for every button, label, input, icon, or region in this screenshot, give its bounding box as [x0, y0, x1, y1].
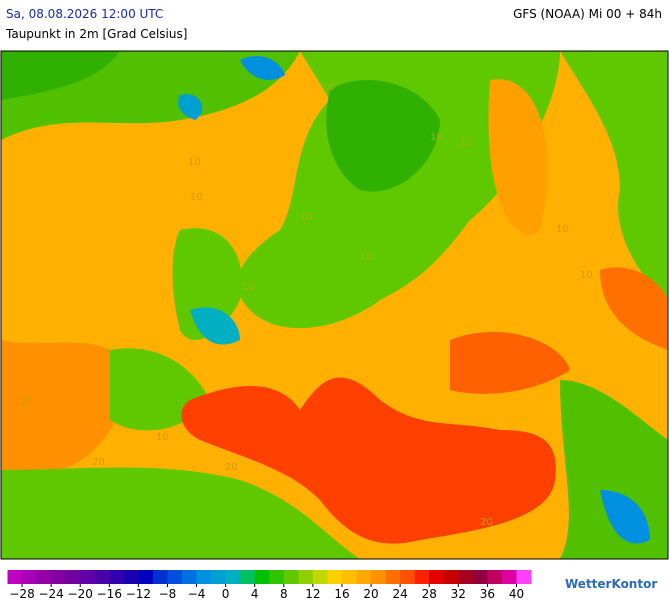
legend-swatch: [22, 570, 38, 584]
legend-tick-label: −24: [38, 587, 63, 600]
legend-swatch: [298, 570, 314, 584]
contour-label: 10: [300, 212, 313, 223]
legend-swatch: [167, 570, 183, 584]
legend-tick-label: 8: [280, 587, 288, 600]
legend-tick-label: 40: [509, 587, 524, 600]
legend-swatch: [123, 570, 139, 584]
legend-tick-label: −12: [126, 587, 151, 600]
contour-label: 10: [360, 252, 373, 263]
legend-swatch: [327, 570, 343, 584]
valid-time: Sa, 08.08.2026 12:00 UTC: [6, 7, 163, 21]
legend-tick-label: 0: [222, 587, 230, 600]
legend-tick-label: 36: [480, 587, 495, 600]
legend-swatch: [80, 570, 96, 584]
contour-label: 10: [580, 270, 593, 281]
legend-swatch: [152, 570, 168, 584]
model-run: GFS (NOAA) Mi 00 + 84h: [513, 7, 662, 21]
legend-swatch: [240, 570, 256, 584]
contour-label: 10: [190, 192, 203, 203]
legend-swatch: [356, 570, 372, 584]
legend-swatch: [36, 570, 52, 584]
legend-swatch: [283, 570, 299, 584]
legend-swatch: [138, 570, 154, 584]
legend-swatch: [385, 570, 401, 584]
legend-tick-label: 32: [451, 587, 466, 600]
contour-label: 20: [225, 462, 238, 473]
legend-swatch: [51, 570, 67, 584]
contour-label: 10: [322, 82, 335, 93]
legend-swatch: [443, 570, 459, 584]
legend-swatch: [414, 570, 430, 584]
legend-swatch: [254, 570, 270, 584]
legend-swatch: [269, 570, 285, 584]
legend-swatch: [501, 570, 517, 584]
contour-label: 10: [556, 224, 569, 235]
legend-swatch: [182, 570, 198, 584]
legend: −28 −24 −20 −16 −12 −8 −4 0 4 8 12 16 20 24 28 32 36 40: [7, 570, 532, 601]
legend-swatch: [341, 570, 357, 584]
legend-swatch: [109, 570, 125, 584]
legend-tick-label: 16: [334, 587, 349, 600]
legend-swatch: [312, 570, 328, 584]
legend-swatch: [516, 570, 532, 584]
legend-tick-label: 20: [363, 587, 378, 600]
legend-swatch: [458, 570, 474, 584]
legend-swatch: [65, 570, 81, 584]
legend-tick-label: −8: [159, 587, 177, 600]
legend-tick-label: 28: [422, 587, 437, 600]
contour-label: 20: [480, 517, 493, 528]
contour-label: 10: [460, 137, 473, 148]
contour-label: 10: [156, 432, 169, 443]
legend-tick-label: 12: [305, 587, 320, 600]
legend-swatch: [94, 570, 110, 584]
legend-swatch: [472, 570, 488, 584]
contour-label: 10: [430, 132, 443, 143]
legend-tick-label: −20: [68, 587, 93, 600]
parameter: Taupunkt in 2m [Grad Celsius]: [5, 27, 187, 41]
contour-label: 10: [242, 282, 255, 293]
legend-tick-label: −28: [9, 587, 34, 600]
legend-swatch: [7, 570, 23, 584]
legend-swatch: [371, 570, 387, 584]
legend-tick-label: 4: [251, 587, 259, 600]
legend-swatch: [487, 570, 503, 584]
contour-label: 20: [20, 397, 33, 408]
legend-tick-label: 24: [392, 587, 407, 600]
legend-swatch: [400, 570, 416, 584]
legend-swatch: [211, 570, 227, 584]
legend-swatch: [225, 570, 241, 584]
legend-tick-label: −16: [97, 587, 122, 600]
contour-label: 10: [188, 157, 201, 168]
legend-swatch: [429, 570, 445, 584]
legend-swatch: [196, 570, 212, 584]
legend-tick-label: −4: [188, 587, 206, 600]
contour-label: 20: [92, 457, 105, 468]
map: 10 10 10 10 10 10 10 10 10 20 20 20 20 10 10: [0, 50, 669, 560]
brand: WetterKontor: [565, 577, 657, 591]
